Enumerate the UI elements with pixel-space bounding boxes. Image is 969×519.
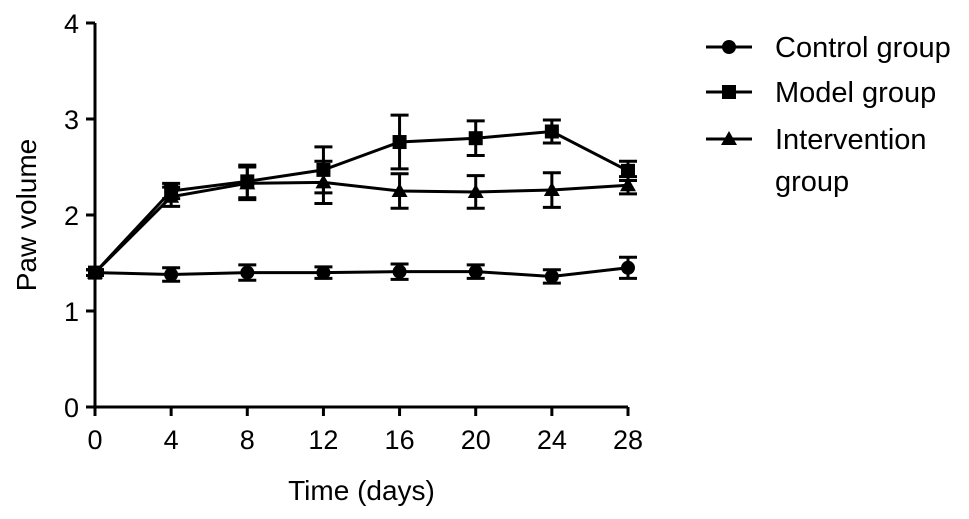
data-point-intervention-group [543,182,560,197]
y-tick-label: 3 [64,105,79,135]
data-point-control-group [316,265,331,280]
series-line-model-group [93,129,629,274]
x-axis-title: Time (days) [288,475,435,506]
legend-marker-square [722,85,736,99]
data-point-intervention-group [163,188,180,203]
y-tick-label: 1 [64,297,79,327]
data-point-model-group [468,131,483,146]
data-point-control-group [544,269,559,284]
data-point-model-group [544,124,559,139]
legend-label-model-group: Model group [775,77,936,109]
data-point-intervention-group [620,177,636,192]
data-point-control-group [468,264,483,279]
data-point-control-group [164,267,179,282]
y-tick-label: 2 [64,201,79,231]
y-tick-label: 0 [64,393,79,423]
legend-item-control-group: Control group [706,32,951,64]
data-point-control-group [621,260,635,275]
data-point-control-group [392,264,407,279]
y-axis-title: Paw volume [11,139,42,292]
series-intervention-group [86,159,637,279]
x-tick-label: 8 [240,425,255,455]
data-point-intervention-group [315,174,332,189]
x-tick-label: 4 [164,425,179,455]
legend-label-control-group: Control group [775,32,951,64]
data-point-intervention-group [391,183,408,197]
legend-marker-circle [722,40,736,54]
series-line-control-group [94,266,629,278]
legend-item-model-group: Model group [706,77,936,109]
legend-item-intervention-group: Intervention group [706,124,927,198]
x-tick-label: 12 [308,425,338,455]
data-point-intervention-group [239,175,256,190]
x-tick-label: 0 [87,425,102,455]
x-tick-label: 24 [537,425,567,455]
x-tick-label: 16 [385,425,415,455]
x-ticks: 0 4 8 12 16 20 24 28 [87,407,643,455]
data-point-intervention-group [87,264,103,279]
x-tick-label: 28 [613,425,643,455]
data-point-control-group [240,265,255,280]
legend-marker-triangle [721,131,737,145]
series-line-intervention-group [93,180,629,274]
data-point-intervention-group [467,183,484,198]
series-control-group [86,255,637,285]
legend: Control group Model group Intervention grou… [706,32,951,198]
data-point-model-group [621,163,635,178]
plot-area [86,113,637,285]
x-tick-label: 20 [461,425,491,455]
legend-label-intervention-group: Intervention group [775,124,927,198]
y-tick-label: 4 [64,9,79,39]
data-point-model-group [392,135,407,150]
y-ticks: 0 1 2 3 4 [64,9,95,423]
